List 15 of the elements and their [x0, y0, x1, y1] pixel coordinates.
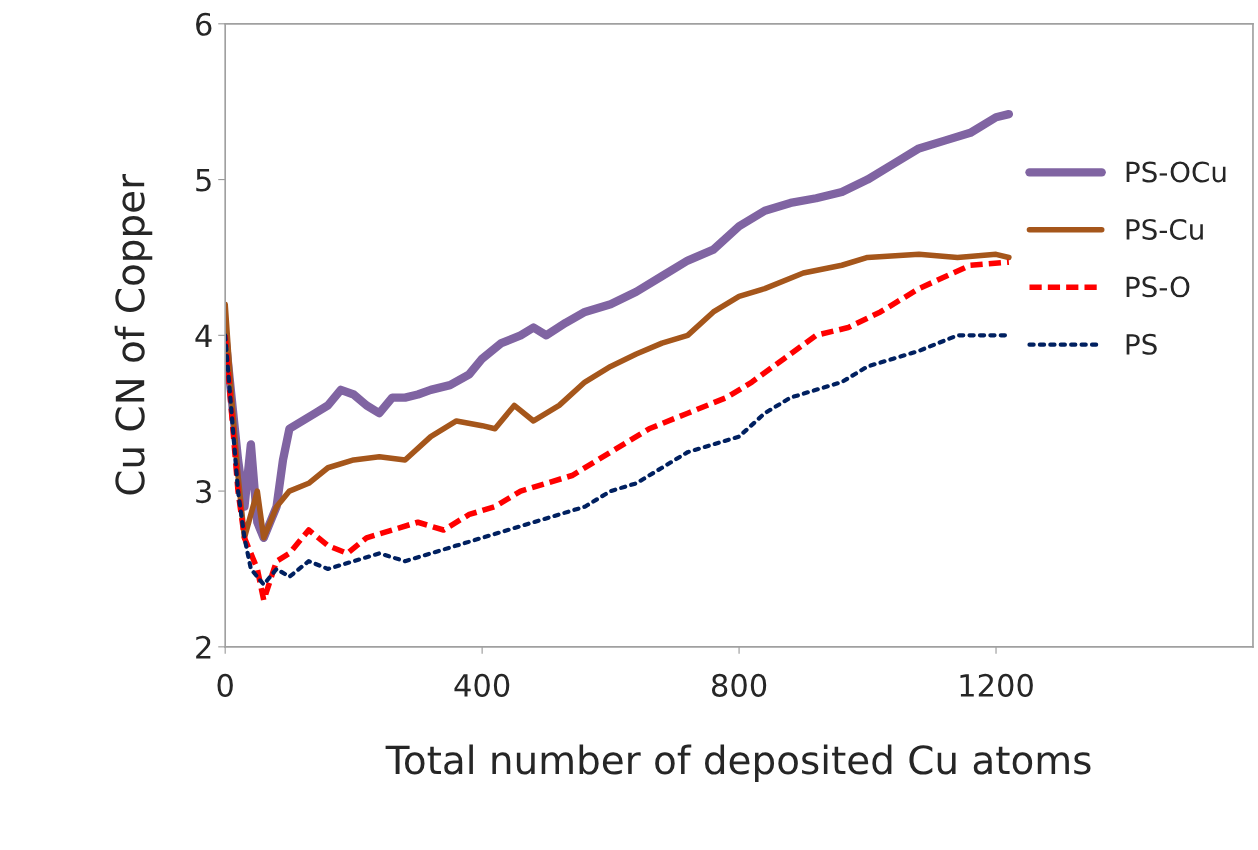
legend-label: PS-O	[1126, 276, 1190, 298]
legend-label: PS-Cu	[1126, 218, 1203, 240]
y-tick-label: 5	[196, 168, 211, 192]
x-tick-label: 800	[711, 673, 767, 697]
x-tick-label: 400	[454, 673, 510, 697]
x-tick-label: 1200	[960, 673, 1033, 697]
legend-label: PS-OCu	[1126, 161, 1226, 183]
y-tick-label: 2	[196, 635, 211, 659]
y-axis-title: Cu CN of Copper	[114, 173, 153, 495]
y-tick-label: 3	[196, 480, 211, 504]
legend-label: PS	[1126, 333, 1157, 355]
y-tick-label: 6	[196, 12, 212, 36]
y-tick-label: 4	[195, 324, 212, 347]
x-axis-title: Total number of deposited Cu atoms	[385, 744, 1091, 783]
x-tick-label: 0	[217, 673, 233, 697]
